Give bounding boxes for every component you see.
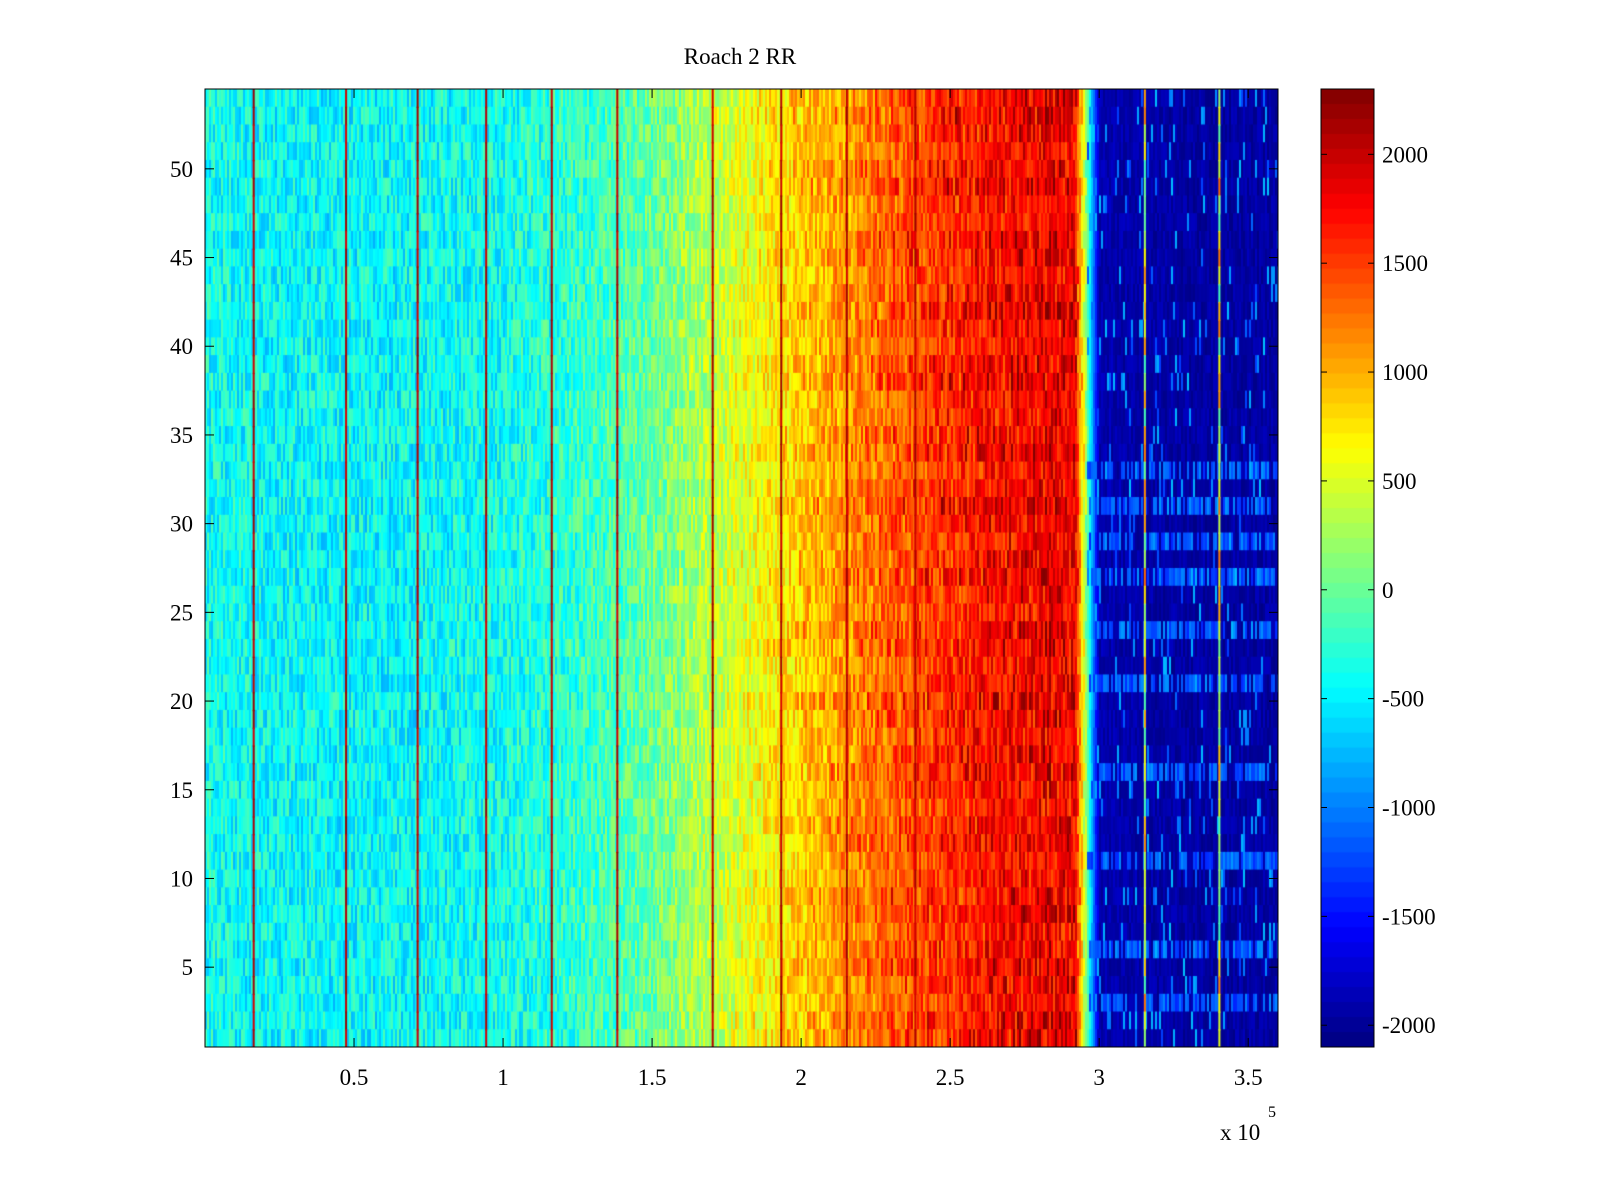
y-tick-label: 25 xyxy=(170,600,193,625)
colorbar-tick-label: -1500 xyxy=(1382,904,1436,929)
colorbar-tick-label: -500 xyxy=(1382,687,1424,712)
x-tick-label: 3.5 xyxy=(1234,1065,1263,1090)
colorbar-tick-label: 0 xyxy=(1382,578,1394,603)
x-tick-label: 1 xyxy=(497,1065,509,1090)
y-tick-label: 15 xyxy=(170,778,193,803)
y-tick-label: 50 xyxy=(170,157,193,182)
plot-area xyxy=(205,89,1278,1047)
x-multiplier-label: x 10 xyxy=(1220,1120,1260,1145)
y-tick-label: 35 xyxy=(170,423,193,448)
colorbar-gradient xyxy=(1321,89,1374,1047)
x-tick-label: 0.5 xyxy=(340,1065,369,1090)
x-tick-label: 2 xyxy=(795,1065,807,1090)
chart-title: Roach 2 RR xyxy=(684,44,797,69)
y-tick-label: 45 xyxy=(170,246,193,271)
colorbar-tick-label: -1000 xyxy=(1382,796,1436,821)
y-tick-label: 40 xyxy=(170,334,193,359)
x-multiplier-exponent: 5 xyxy=(1268,1104,1276,1121)
colorbar-tick-label: 1000 xyxy=(1382,360,1428,385)
x-tick-label: 2.5 xyxy=(936,1065,965,1090)
colorbar-tick-label: -2000 xyxy=(1382,1013,1436,1038)
x-tick-label: 1.5 xyxy=(638,1065,667,1090)
colorbar-tick-label: 500 xyxy=(1382,469,1417,494)
y-tick-label: 10 xyxy=(170,866,193,891)
y-tick-label: 20 xyxy=(170,689,193,714)
colorbar-tick-label: 1500 xyxy=(1382,251,1428,276)
y-tick-label: 30 xyxy=(170,512,193,537)
x-tick-label: 3 xyxy=(1093,1065,1105,1090)
colorbar-frame xyxy=(1320,88,1375,1048)
y-axis: 5 10 15 20 25 30 35 40 45 50 xyxy=(170,157,1278,980)
colorbar-tick-label: 2000 xyxy=(1382,142,1428,167)
x-axis: 0.5 1 1.5 2 2.5 3 3.5 xyxy=(340,89,1263,1090)
y-tick-label: 5 xyxy=(182,955,194,980)
plot-frame xyxy=(204,88,1279,1048)
heatmap-image xyxy=(205,89,1278,1047)
colorbar: -2000 -1500 -1000 -500 0 500 1000 1500 2000 xyxy=(1320,88,1436,1048)
